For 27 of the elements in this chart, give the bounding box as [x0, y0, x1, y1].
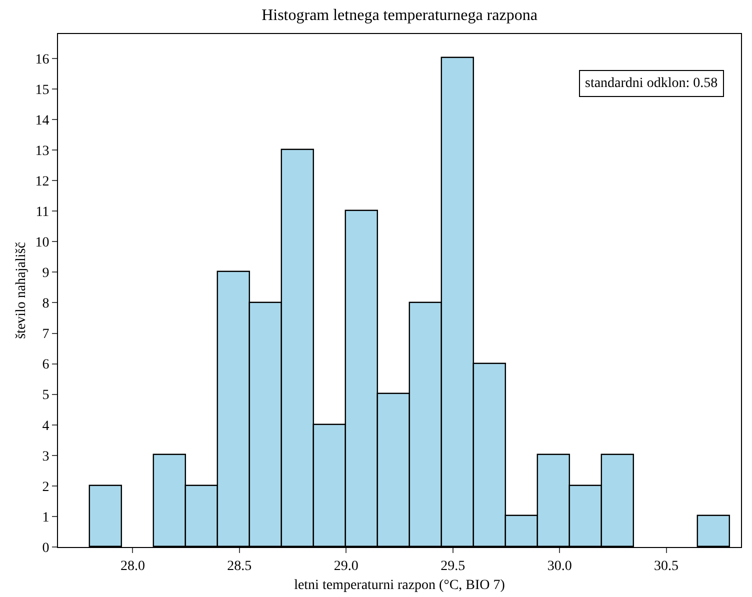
y-tick-label: 10 — [35, 236, 50, 251]
y-tick-label: 16 — [35, 52, 50, 68]
y-tick-label: 4 — [42, 418, 50, 434]
x-tick-label: 30.0 — [547, 558, 572, 574]
y-tick-label: 8 — [42, 296, 50, 312]
y-tick-label: 6 — [42, 358, 50, 373]
x-tick-label: 28.0 — [120, 558, 145, 574]
chart-title: Histogram letnega temperaturnega razpona — [262, 7, 538, 24]
y-tick-label: 15 — [35, 82, 50, 98]
y-tick-label: 12 — [35, 174, 50, 190]
x-tick-label: 29.5 — [440, 558, 466, 574]
y-tick-label: 9 — [42, 266, 50, 282]
y-tick-label: 7 — [42, 327, 50, 342]
y-tick-label: 2 — [42, 480, 50, 495]
y-tick-label: 5 — [42, 388, 50, 404]
y-tick-label: 11 — [36, 205, 50, 220]
y-axis-title: število nahajališč — [14, 242, 29, 339]
x-tick-label: 29.0 — [334, 558, 358, 574]
y-tick-label: 0 — [42, 540, 50, 556]
y-tick-label: 14 — [35, 113, 50, 128]
y-tick-label: 13 — [35, 144, 50, 159]
x-axis-title: letni temperaturni razpon (°C, BIO 7) — [294, 578, 506, 594]
annotation: standardni odklon: 0.58 — [585, 76, 718, 91]
x-tick-label: 28.5 — [227, 558, 252, 574]
x-tick-label: 30.5 — [654, 558, 679, 574]
y-tick-label: 1 — [42, 510, 50, 526]
y-tick-label: 3 — [42, 449, 50, 464]
